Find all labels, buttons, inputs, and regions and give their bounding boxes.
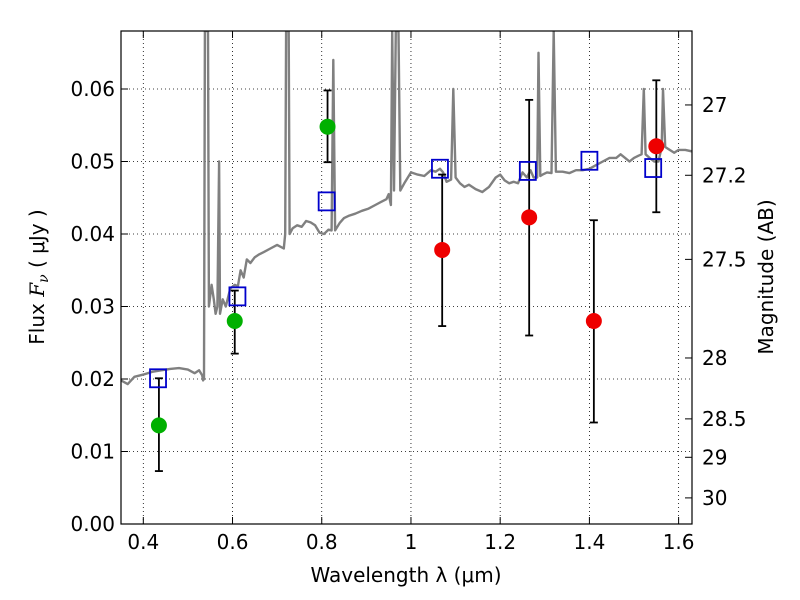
model-band-square (149, 368, 167, 389)
green-data-point (226, 313, 243, 329)
y-axis-label-left: Flux Fν ( μJy ) (25, 209, 52, 344)
magnitude-tick-label: 27.2 (702, 163, 747, 187)
x-tick-label: 0.4 (127, 530, 159, 554)
y-tick-label: 0.03 (70, 295, 115, 319)
x-tick-label: 1.2 (484, 530, 516, 554)
model-band-square (431, 158, 449, 179)
red-data-point (521, 209, 538, 226)
red-data-point (585, 313, 602, 329)
green-data-point (319, 118, 336, 135)
model-band-square (580, 150, 599, 171)
model-spectrum-line (121, 31, 692, 386)
magnitude-tick-label: 28.5 (702, 407, 747, 431)
x-tick-label: 0.6 (217, 530, 249, 554)
y-tick-label: 0.04 (70, 222, 115, 246)
red-data-point (434, 241, 451, 258)
y-tick-label: 0.06 (70, 77, 115, 101)
axis-ticks: 0.4 0.6 0.8 1 1.2 1.4 1.6 0.00 0.01 0.02 0.03 0.04 0… (70, 31, 747, 554)
model-band-square (644, 158, 663, 178)
magnitude-tick-label: 28 (702, 346, 727, 370)
y-tick-label: 0.02 (70, 367, 115, 391)
model-band-square (317, 191, 336, 212)
x-axis-label: Wavelength λ (μm) (310, 563, 501, 587)
magnitude-tick-label: 30 (702, 486, 727, 510)
x-tick-label: 0.8 (306, 530, 338, 554)
x-tick-label: 1 (405, 530, 418, 554)
plot-frame (120, 30, 693, 525)
red-data-point (648, 138, 665, 155)
model-band-square (228, 286, 247, 307)
y-axis-label-right: Magnitude (AB) (754, 199, 778, 354)
green-data-point (150, 417, 167, 434)
magnitude-tick-label: 27 (702, 93, 727, 117)
y-tick-label: 0.05 (70, 150, 115, 174)
x-tick-label: 1.6 (663, 530, 695, 554)
magnitude-tick-label: 27.5 (702, 247, 747, 271)
magnitude-tick-label: 29 (702, 445, 727, 469)
plot-area (121, 31, 692, 472)
model-band-square (518, 161, 537, 181)
x-tick-label: 1.4 (573, 530, 605, 554)
y-tick-label: 0.00 (70, 512, 115, 536)
y-tick-label: 0.01 (70, 440, 115, 464)
